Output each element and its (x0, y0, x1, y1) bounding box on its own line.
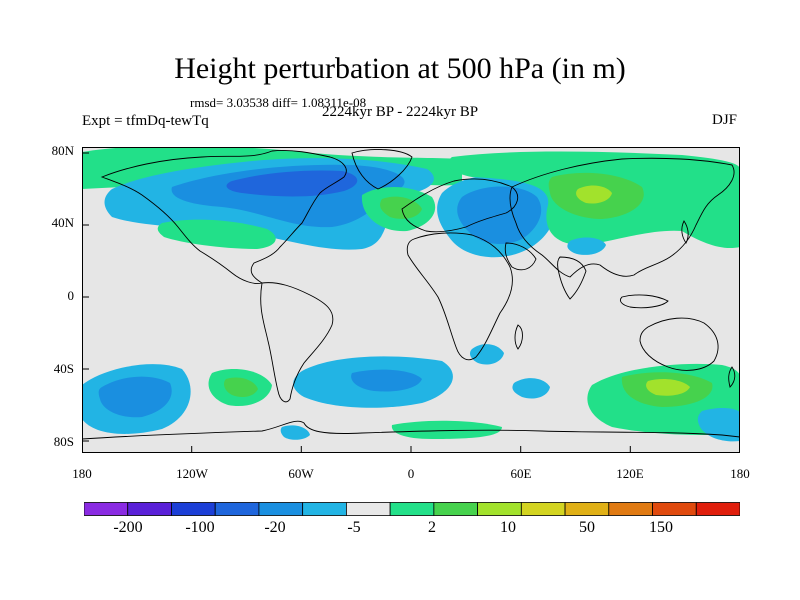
coastlines (82, 149, 740, 440)
lon-label-180e: 180 (730, 466, 750, 481)
coast-australia (639, 317, 719, 371)
lat-label-80n: 80N (51, 143, 74, 158)
experiment-label: Expt = tfmDq-tewTq (82, 113, 209, 129)
coast-greenland (351, 149, 413, 190)
lat-label-40n: 40N (51, 215, 74, 230)
coast-sea-islands (619, 294, 669, 309)
coast-madagascar (514, 324, 523, 350)
colorbar-label-minus5: -5 (347, 519, 361, 536)
colorbar-swatch (389, 502, 435, 516)
contour-positive-madagascar (470, 344, 504, 365)
contour-positive-australia-peak (646, 379, 690, 396)
contour-positive-subtrop-na (157, 219, 276, 249)
colorbar-swatch (520, 502, 566, 516)
lat-label-40s: 40S (53, 361, 74, 376)
lat-label-0: 0 (67, 288, 75, 303)
coast-india (557, 256, 587, 300)
colorbar-swatch (84, 502, 129, 516)
lon-label-60e: 60E (510, 466, 532, 481)
colorbar-label-minus100: -100 (185, 519, 215, 536)
stats-label: rmsd= 3.03538 diff= 1.08311e-08 (190, 95, 367, 110)
colorbar-swatch (302, 502, 347, 516)
colorbar-label-10: 10 (500, 519, 516, 536)
contour-fills (82, 147, 740, 442)
coast-europe (401, 178, 519, 233)
contour-negative-core2 (226, 170, 358, 197)
colorbar-swatch (433, 502, 478, 516)
period-label: 2224kyr BP - 2224kyr BP (322, 104, 479, 120)
contour-negative-sindian (512, 378, 550, 399)
colorbar-swatch (127, 502, 172, 516)
coast-south-america (260, 282, 334, 403)
colorbar-label-150: 150 (649, 519, 673, 536)
contour-negative-ross (697, 407, 740, 442)
season-label: DJF (712, 112, 738, 128)
colorbar (84, 502, 740, 516)
colorbar-swatch (652, 502, 697, 516)
lat-label-80s: 80S (53, 434, 74, 449)
contour-positive-antarctic-atl (391, 420, 502, 439)
coast-antarctica (82, 420, 740, 440)
axis-ticks (82, 152, 740, 453)
contour-negative-tibet (567, 237, 606, 255)
lon-label-0: 0 (407, 466, 415, 481)
colorbar-swatch (695, 502, 740, 516)
colorbar-label-2: 2 (428, 519, 436, 536)
map-plot (82, 147, 740, 453)
lon-label-60w: 60W (288, 466, 314, 481)
contour-negative-satlantic-core (351, 369, 422, 392)
lon-label-120e: 120E (616, 466, 644, 481)
colorbar-swatch (477, 502, 522, 516)
colorbar-swatch (345, 502, 391, 516)
coast-north-america (100, 150, 347, 284)
coast-asia (509, 157, 735, 278)
plot-title: Height perturbation at 500 hPa (in m) (174, 52, 626, 85)
colorbar-swatch (564, 502, 610, 516)
lon-label-120w: 120W (176, 466, 208, 481)
contour-negative-spacific-core (98, 376, 172, 418)
colorbar-swatch (608, 502, 653, 516)
contour-positive-siberia-peak (576, 185, 612, 204)
coast-new-zealand (728, 366, 736, 388)
coast-arabia (504, 242, 537, 271)
colorbar-label-50: 50 (579, 519, 595, 536)
contour-negative-antarctic-pac (280, 425, 310, 440)
colorbar-label-minus200: -200 (113, 519, 143, 536)
colorbar-swatch (258, 502, 304, 516)
colorbar-label-minus20: -20 (264, 519, 286, 536)
colorbar-swatch (171, 502, 216, 516)
colorbar-swatch (214, 502, 260, 516)
coast-japan (681, 220, 689, 244)
contour-positive-spac-core (224, 377, 258, 397)
lon-label-180w: 180 (72, 466, 92, 481)
coast-africa (406, 232, 513, 361)
